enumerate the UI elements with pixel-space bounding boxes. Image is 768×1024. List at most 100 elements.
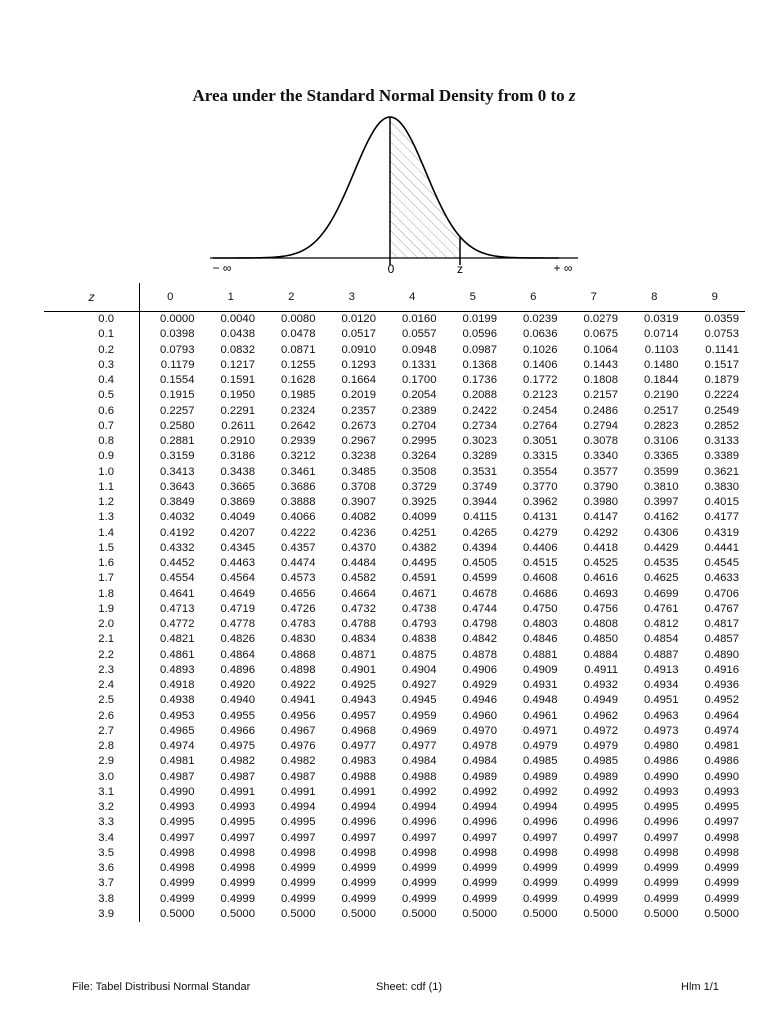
area-value: 0.4969 <box>401 724 437 737</box>
area-value: 0.4345 <box>220 541 255 554</box>
area-value: 0.2580 <box>159 419 195 432</box>
area-value: 0.2324 <box>280 404 316 417</box>
area-value: 0.1950 <box>220 389 255 402</box>
area-value: 0.4599 <box>462 572 497 585</box>
area-value: 0.4990 <box>159 785 195 798</box>
area-value: 0.4778 <box>220 618 255 631</box>
area-value: 0.4963 <box>643 709 679 722</box>
area-value: 0.4996 <box>583 816 618 829</box>
area-value: 0.4616 <box>583 572 618 585</box>
area-value: 0.4890 <box>704 648 739 661</box>
area-value: 0.4994 <box>462 801 497 814</box>
row-z-value: 1.0 <box>44 464 140 480</box>
row-z-value: 3.6 <box>44 861 140 877</box>
area-value: 0.4946 <box>462 694 497 707</box>
table-row: 0.3 0.1179 0.1217 0.1255 0.1293 0.1331 0.1368 0… <box>44 357 745 373</box>
table-row: 0.6 0.2257 0.2291 0.2324 0.2357 0.2389 0.2422 0… <box>44 403 745 419</box>
area-value: 0.1985 <box>280 389 316 402</box>
area-value: 0.4997 <box>220 831 255 844</box>
area-value: 0.4993 <box>220 801 255 814</box>
area-value: 0.4554 <box>159 572 195 585</box>
area-value: 0.4162 <box>643 511 679 524</box>
area-value: 0.4999 <box>583 862 618 875</box>
area-value: 0.4049 <box>220 511 255 524</box>
area-value: 0.4994 <box>401 801 437 814</box>
area-value: 0.4999 <box>704 892 739 905</box>
area-value: 0.4999 <box>583 877 618 890</box>
table-row: 3.1 0.4990 0.4991 0.4991 0.4991 0.4992 0.4992 0… <box>44 784 745 800</box>
header-digit: 8 <box>624 283 685 312</box>
area-value: 0.4996 <box>462 816 497 829</box>
area-value: 0.4147 <box>583 511 618 524</box>
row-z-value: 0.4 <box>44 373 140 389</box>
area-value: 0.4525 <box>583 557 618 570</box>
area-value: 0.3599 <box>643 465 679 478</box>
area-value: 0.1772 <box>522 374 558 387</box>
z-label: z <box>457 262 463 276</box>
area-value: 0.4418 <box>583 541 618 554</box>
area-value: 0.4973 <box>643 724 679 737</box>
area-value: 0.4977 <box>341 740 376 753</box>
area-value: 0.4713 <box>159 602 195 615</box>
row-z-value: 0.2 <box>44 342 140 358</box>
area-value: 0.4940 <box>220 694 255 707</box>
area-value: 0.1591 <box>220 374 255 387</box>
table-row: 1.5 0.4332 0.4345 0.4357 0.4370 0.4382 0.4394 0… <box>44 540 745 556</box>
area-value: 0.4370 <box>341 541 376 554</box>
area-value: 0.4992 <box>401 785 437 798</box>
area-value: 0.4761 <box>643 602 679 615</box>
area-value: 0.4993 <box>704 785 739 798</box>
area-value: 0.4997 <box>341 831 376 844</box>
table-row: 2.8 0.4974 0.4975 0.4976 0.4977 0.4977 0.4978 0… <box>44 739 745 755</box>
table-row: 1.2 0.3849 0.3869 0.3888 0.3907 0.3925 0.3944 0… <box>44 495 745 511</box>
table-row: 2.4 0.4918 0.4920 0.4922 0.4925 0.4927 0.4929 0… <box>44 678 745 694</box>
area-value: 0.4474 <box>280 557 316 570</box>
table-row: 2.2 0.4861 0.4864 0.4868 0.4871 0.4875 0.4878 0… <box>44 647 745 663</box>
area-value: 0.0910 <box>341 343 376 356</box>
area-value: 0.0120 <box>341 313 376 326</box>
row-z-value: 3.4 <box>44 830 140 846</box>
area-value: 0.4906 <box>462 663 497 676</box>
area-value: 0.3438 <box>220 465 255 478</box>
area-value: 0.2291 <box>220 404 255 417</box>
table-row: 2.1 0.4821 0.4826 0.4830 0.4834 0.4838 0.4842 0… <box>44 632 745 648</box>
area-value: 0.4995 <box>220 816 255 829</box>
area-value: 0.3643 <box>159 480 195 493</box>
row-z-value: 3.9 <box>44 906 140 922</box>
table-row: 0.8 0.2881 0.2910 0.2939 0.2967 0.2995 0.3023 0… <box>44 434 745 450</box>
table-row: 2.6 0.4953 0.4955 0.4956 0.4957 0.4959 0.4960 0… <box>44 708 745 724</box>
area-value: 0.2939 <box>280 435 316 448</box>
area-value: 0.4989 <box>583 770 618 783</box>
area-value: 0.1879 <box>704 374 739 387</box>
area-value: 0.4826 <box>220 633 255 646</box>
area-value: 0.3830 <box>704 480 739 493</box>
area-value: 0.4738 <box>401 602 437 615</box>
row-z-value: 0.3 <box>44 357 140 373</box>
area-value: 0.3531 <box>462 465 497 478</box>
area-value: 0.4999 <box>401 877 437 890</box>
table-row: 0.0 0.0000 0.0040 0.0080 0.0120 0.0160 0.0199 0… <box>44 311 745 328</box>
table-row: 1.9 0.4713 0.4719 0.4726 0.4732 0.4738 0.4744 0… <box>44 601 745 617</box>
footer-page: Hlm 1/1 <box>681 981 719 993</box>
area-value: 0.4582 <box>341 572 376 585</box>
area-value: 0.4999 <box>280 877 316 890</box>
area-value: 0.4997 <box>704 816 739 829</box>
area-value: 0.1664 <box>341 374 376 387</box>
area-value: 0.4686 <box>522 587 558 600</box>
table-row: 1.7 0.4554 0.4564 0.4573 0.4582 0.4591 0.4599 0… <box>44 571 745 587</box>
area-value: 0.4999 <box>401 892 437 905</box>
area-value: 0.4920 <box>220 679 255 692</box>
area-value: 0.0040 <box>220 313 255 326</box>
area-value: 0.4964 <box>704 709 739 722</box>
area-value: 0.4625 <box>643 572 679 585</box>
area-value: 0.4995 <box>643 801 679 814</box>
area-value: 0.3810 <box>643 480 679 493</box>
area-value: 0.1808 <box>583 374 618 387</box>
row-z-value: 2.2 <box>44 647 140 663</box>
area-value: 0.4995 <box>280 816 316 829</box>
area-value: 0.4989 <box>522 770 558 783</box>
area-value: 0.4997 <box>401 831 437 844</box>
header-digit: 0 <box>139 283 201 312</box>
area-value: 0.3186 <box>220 450 255 463</box>
area-value: 0.4535 <box>643 557 679 570</box>
